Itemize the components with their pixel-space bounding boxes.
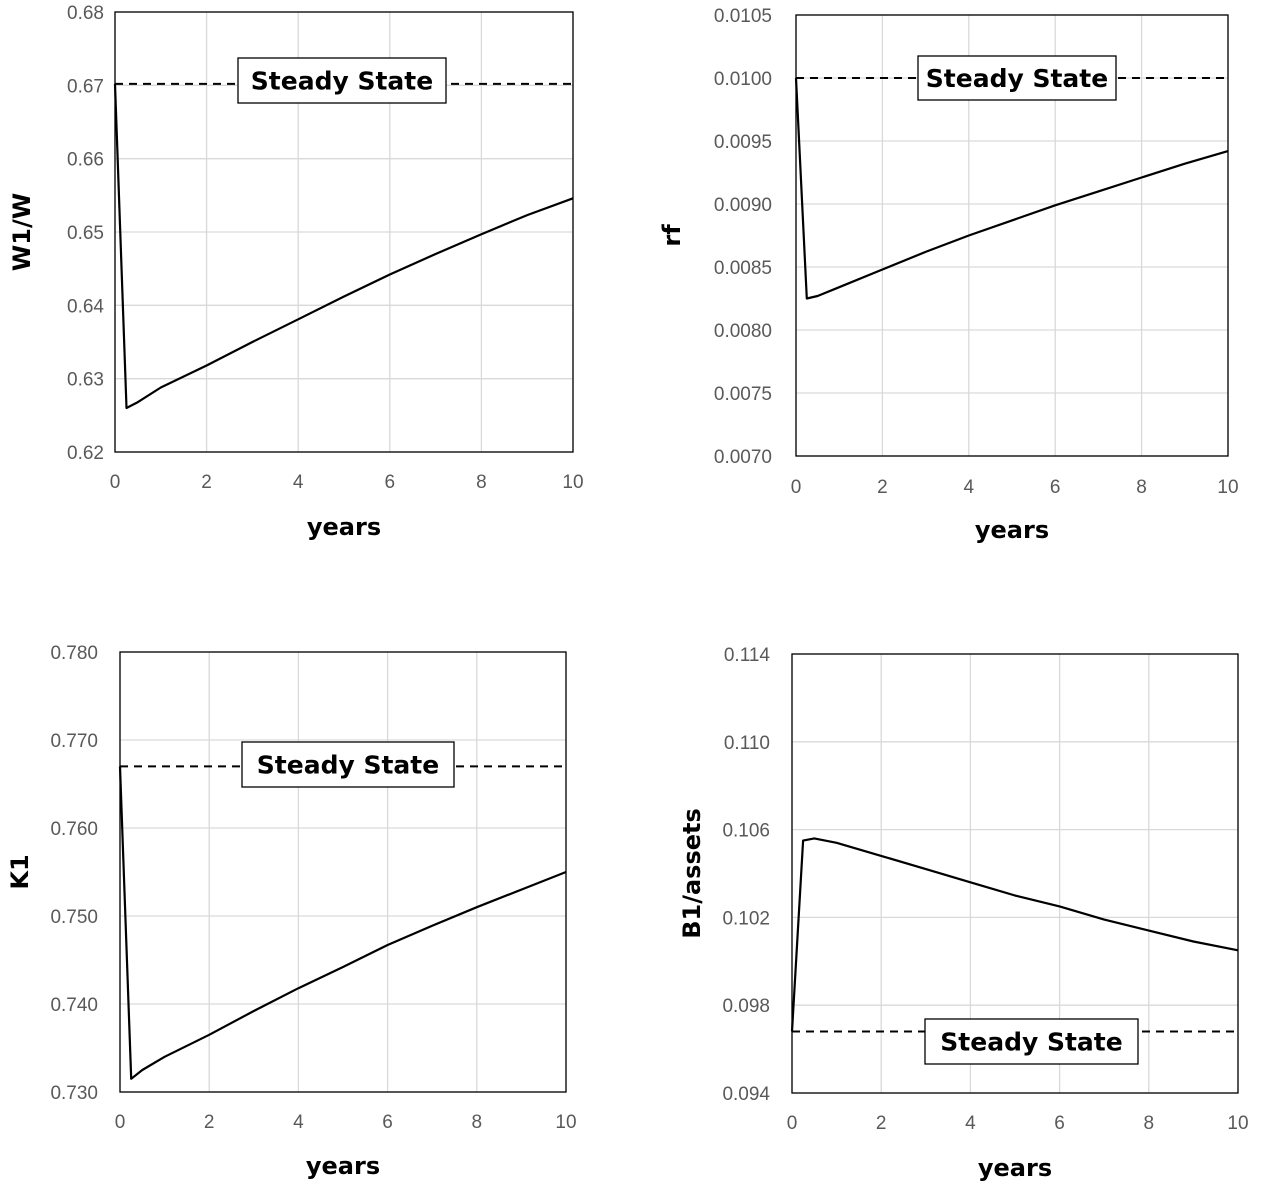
x-tick-label: 2 <box>876 1113 887 1134</box>
x-tick-label: 8 <box>1144 1113 1155 1134</box>
y-tick-label: 0.68 <box>67 3 104 24</box>
y-tick-label: 0.750 <box>50 907 98 928</box>
y-tick-label: 0.760 <box>50 819 98 840</box>
y-tick-label: 0.094 <box>722 1084 770 1105</box>
x-tick-label: 2 <box>877 477 888 498</box>
x-tick-label: 8 <box>1136 477 1147 498</box>
y-tick-label: 0.65 <box>67 223 104 244</box>
x-tick-label: 2 <box>201 472 212 493</box>
steady-state-label: Steady State <box>926 64 1108 93</box>
x-tick-label: 6 <box>382 1112 393 1133</box>
x-axis-title: years <box>306 1152 380 1180</box>
steady-state-label-box <box>924 1018 1139 1065</box>
series-line <box>118 766 567 1080</box>
x-tick-label: 2 <box>204 1112 215 1133</box>
steady-state-label-box <box>237 57 447 104</box>
x-tick-label: 4 <box>964 477 975 498</box>
x-tick-label: 4 <box>965 1113 976 1134</box>
plot-frame <box>119 651 567 1093</box>
y-tick-label: 0.098 <box>722 996 770 1017</box>
y-tick-label: 0.730 <box>50 1083 98 1104</box>
x-axis-title: years <box>978 1154 1052 1182</box>
steady-state-label-box <box>241 741 455 788</box>
x-tick-label: 6 <box>1050 477 1061 498</box>
y-axis-title: K1 <box>6 854 34 889</box>
y-tick-label: 0.770 <box>50 731 98 752</box>
series-line <box>113 83 574 410</box>
x-tick-label: 10 <box>1227 1113 1248 1134</box>
x-tick-label: 6 <box>385 472 396 493</box>
y-axis-title: rf <box>658 224 686 247</box>
x-axis-title: years <box>307 513 381 541</box>
x-tick-label: 10 <box>562 472 583 493</box>
x-tick-label: 4 <box>293 1112 304 1133</box>
y-tick-label: 0.0105 <box>714 6 772 27</box>
steady-state-label-box <box>917 55 1117 101</box>
x-tick-label: 6 <box>1054 1113 1065 1134</box>
x-tick-label: 10 <box>1217 477 1238 498</box>
y-tick-label: 0.106 <box>722 821 770 842</box>
y-axis-title: B1/assets <box>678 808 706 939</box>
y-tick-label: 0.67 <box>67 76 104 97</box>
y-tick-label: 0.64 <box>67 296 104 317</box>
x-tick-label: 10 <box>555 1112 576 1133</box>
y-tick-label: 0.0095 <box>714 132 772 153</box>
x-tick-label: 0 <box>791 477 802 498</box>
y-tick-label: 0.114 <box>724 645 771 666</box>
y-tick-label: 0.0090 <box>714 195 772 216</box>
y-tick-label: 0.66 <box>67 150 104 171</box>
chart-rf: 0.0070 0.0075 0.0080 0.0085 0.0090 0.0095 0.01… <box>658 6 1239 544</box>
x-tick-label: 0 <box>115 1112 126 1133</box>
plot-frame <box>791 653 1239 1094</box>
y-tick-label: 0.740 <box>50 995 98 1016</box>
y-tick-label: 0.62 <box>67 443 104 464</box>
y-tick-label: 0.63 <box>67 370 104 391</box>
x-tick-label: 4 <box>293 472 304 493</box>
series-line <box>790 837 1239 1032</box>
y-tick-label: 0.0080 <box>714 321 772 342</box>
y-tick-label: 0.0085 <box>714 258 772 279</box>
y-tick-label: 0.102 <box>722 908 770 929</box>
y-tick-label: 0.0100 <box>714 69 772 90</box>
x-tick-label: 8 <box>472 1112 483 1133</box>
series-line <box>794 77 1229 300</box>
x-tick-label: 8 <box>476 472 487 493</box>
steady-state-label: Steady State <box>251 67 433 96</box>
chart-k1: 0.730 0.740 0.750 0.760 0.770 0.780 0 2 4 6 8 10 Ste… <box>6 643 577 1180</box>
steady-state-label: Steady State <box>257 751 439 780</box>
y-tick-label: 0.110 <box>724 733 770 754</box>
chart-w1-w: 0.62 0.63 0.64 0.65 0.66 0.67 0.68 0 2 4 6 8 10 Stead… <box>8 3 584 541</box>
plot-frame <box>114 11 574 453</box>
x-axis-title: years <box>975 516 1049 544</box>
y-tick-label: 0.0070 <box>714 447 772 468</box>
x-tick-label: 0 <box>110 472 121 493</box>
y-tick-label: 0.780 <box>50 643 98 664</box>
x-tick-label: 0 <box>787 1113 798 1134</box>
plot-frame <box>795 14 1229 457</box>
y-axis-title: W1/W <box>8 193 36 271</box>
y-tick-label: 0.0075 <box>714 384 772 405</box>
chart-b1-assets: 0.094 0.098 0.102 0.106 0.110 0.114 0 2 4 6 8 10 Ste… <box>678 645 1249 1182</box>
steady-state-label: Steady State <box>940 1028 1122 1057</box>
